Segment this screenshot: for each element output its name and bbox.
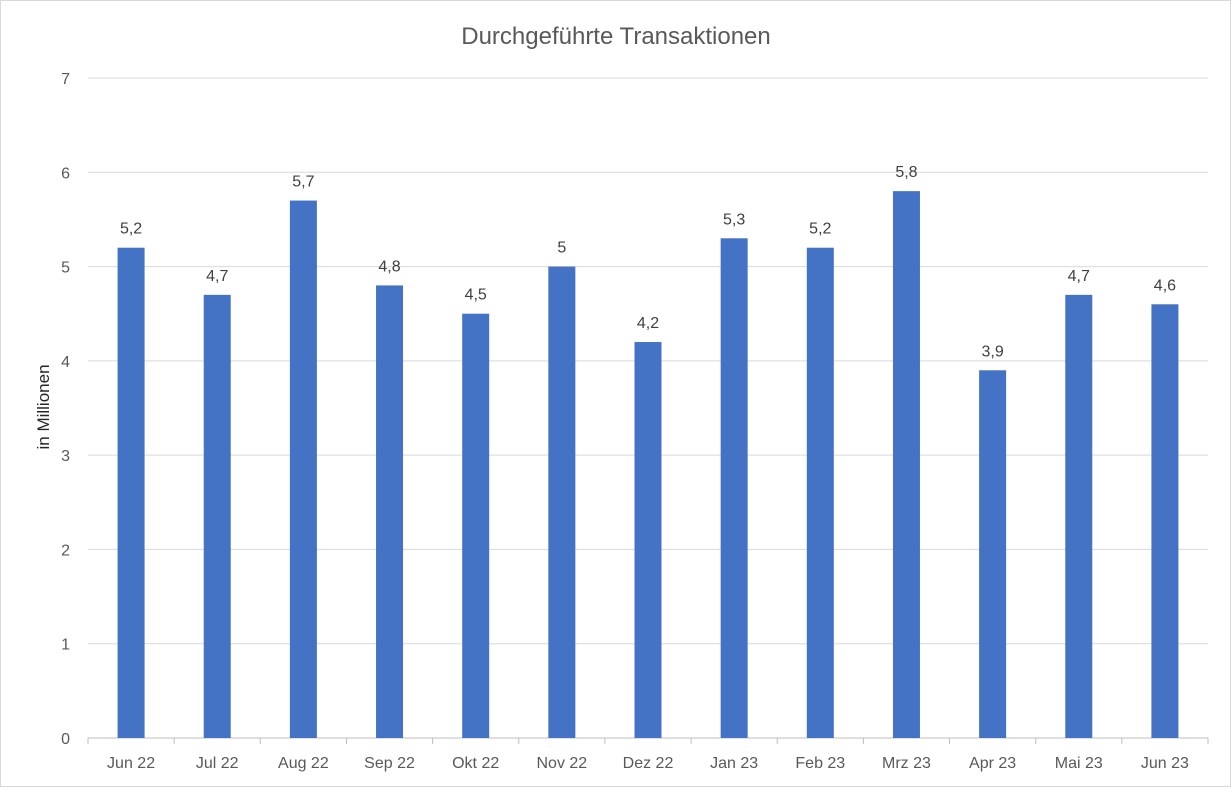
data-label: 5	[557, 240, 566, 257]
x-tick-label: Apr 23	[969, 755, 1016, 772]
bar	[548, 266, 576, 738]
x-tick-label: Jul 22	[196, 755, 239, 772]
data-label: 3,9	[981, 343, 1003, 360]
bar	[289, 200, 317, 739]
bar	[203, 294, 231, 738]
x-tick-label: Jun 22	[107, 755, 155, 772]
bar	[892, 191, 920, 739]
data-label: 4,7	[206, 268, 228, 285]
x-tick-label: Nov 22	[536, 755, 587, 772]
x-tick-label: Mai 23	[1055, 755, 1103, 772]
bars	[117, 191, 1179, 739]
x-tick-label: Feb 23	[795, 755, 845, 772]
x-tick-label: Jan 23	[710, 755, 758, 772]
data-label: 4,7	[1068, 268, 1090, 285]
bar	[979, 370, 1007, 738]
y-tick-label: 0	[61, 731, 70, 748]
bar	[1065, 294, 1093, 738]
bar	[806, 247, 834, 738]
data-labels: 5,2 4,7 5,7 4,8 4,5 5 4,2 5,3 5,2 5,8 3,9 4,7 4,6	[120, 164, 1176, 360]
x-tick-label: Okt 22	[452, 755, 499, 772]
data-label: 5,7	[292, 174, 314, 191]
x-tick-label: Jun 23	[1141, 755, 1189, 772]
y-tick-label: 5	[61, 260, 70, 277]
data-label: 5,2	[809, 221, 831, 238]
data-label: 5,8	[895, 164, 917, 181]
bar	[1151, 304, 1179, 738]
y-tick-label: 7	[61, 71, 70, 88]
y-tick-label: 1	[61, 637, 70, 654]
data-label: 4,2	[637, 315, 659, 332]
y-tick-label: 4	[61, 354, 70, 371]
data-label: 5,2	[120, 221, 142, 238]
bar	[117, 247, 145, 738]
x-tick-label: Dez 22	[623, 755, 674, 772]
data-label: 5,3	[723, 211, 745, 228]
y-tick-labels: 0 1 2 3 4 5 6 7	[61, 71, 70, 748]
data-label: 4,5	[465, 287, 487, 304]
x-tick-label: Sep 22	[364, 755, 415, 772]
y-tick-label: 2	[61, 542, 70, 559]
bar	[720, 238, 748, 739]
x-tick-label: Mrz 23	[882, 755, 931, 772]
bar	[462, 313, 490, 738]
bar	[634, 342, 662, 738]
y-tick-label: 6	[61, 165, 70, 182]
data-label: 4,8	[378, 258, 400, 275]
data-label: 4,6	[1154, 277, 1176, 294]
x-tick-labels: Jun 22 Jul 22 Aug 22 Sep 22 Okt 22 Nov 22 Dez …	[87, 738, 1209, 772]
chart-title: Durchgeführte Transaktionen	[461, 23, 771, 50]
x-tick-label: Aug 22	[278, 755, 329, 772]
y-tick-label: 3	[61, 448, 70, 465]
bar	[376, 285, 404, 738]
y-axis-label: in Millionen	[34, 364, 53, 449]
